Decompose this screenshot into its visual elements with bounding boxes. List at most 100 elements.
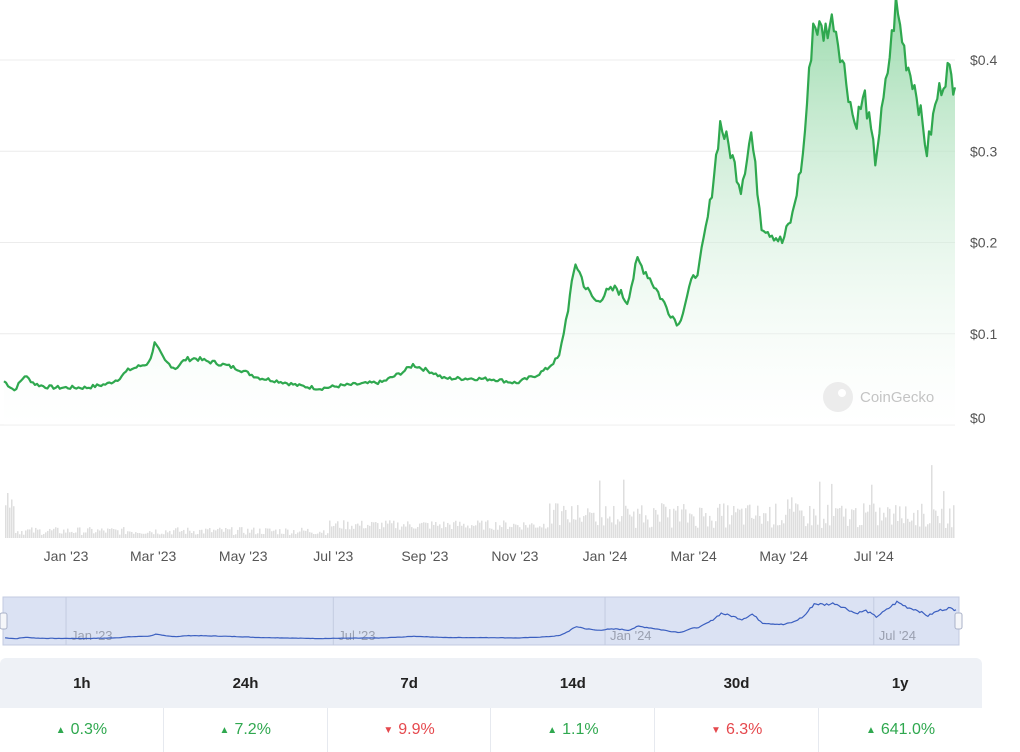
navigator-right-handle[interactable]: [954, 612, 963, 630]
volume-bar: [551, 523, 553, 538]
volume-bar: [153, 534, 155, 538]
volume-bar: [873, 503, 875, 538]
volume-bar: [465, 527, 467, 538]
volume-bar: [931, 465, 933, 538]
volume-bar: [565, 509, 567, 538]
volume-bar: [901, 518, 903, 538]
price-line: [3, 0, 957, 392]
caret-down-icon: ▼: [383, 724, 394, 736]
volume-bar: [627, 508, 629, 538]
x-axis: Jan '23 Mar '23 May '23 Jul '23 Sep '23 Nov '…: [44, 548, 894, 564]
volume-bar: [913, 512, 915, 538]
volume-bar: [389, 520, 391, 538]
volume-bar: [845, 508, 847, 538]
volume-bar: [255, 534, 257, 538]
volume-bar: [927, 524, 929, 538]
volume-bar: [619, 521, 621, 538]
y-tick-label: $0.4: [970, 52, 997, 68]
volume-bar: [857, 527, 859, 538]
volume-bar: [923, 513, 925, 538]
navigator-left-handle[interactable]: [0, 612, 8, 630]
volume-bar: [111, 528, 113, 538]
volume-bar: [771, 527, 773, 538]
volume-bar: [651, 526, 653, 538]
y-tick-label: $0.1: [970, 326, 997, 342]
volume-bar: [329, 520, 331, 538]
volume-bar: [799, 510, 801, 538]
volume-bar: [59, 533, 61, 538]
range-navigator[interactable]: Jan '23 Jul '23 Jan '24 Jul '24: [0, 596, 966, 648]
volume-bar: [223, 531, 225, 538]
volume-bar: [687, 522, 689, 538]
volume-bar: [49, 528, 51, 538]
volume-bar: [107, 528, 109, 538]
volume-bar: [187, 527, 189, 538]
volume-bar: [201, 529, 203, 538]
volume-bar: [327, 533, 329, 538]
volume-bar: [157, 533, 159, 538]
x-tick-label: Mar '24: [670, 548, 716, 564]
volume-bar: [953, 505, 955, 538]
volume-bar: [843, 516, 845, 538]
volume-bar: [907, 518, 909, 538]
volume-bar: [165, 530, 167, 538]
volume-bar: [731, 515, 733, 538]
volume-bar: [67, 528, 69, 538]
volume-bar: [199, 529, 201, 538]
volume-bar: [883, 512, 885, 538]
volume-bar: [841, 505, 843, 538]
volume-bar: [37, 529, 39, 538]
volume-bar: [665, 506, 667, 538]
volume-bar: [113, 529, 115, 538]
volume-bar: [719, 503, 721, 538]
volume-bar: [871, 484, 873, 538]
volume-bar: [401, 526, 403, 538]
volume-bar: [599, 480, 601, 538]
volume-bar: [131, 531, 133, 538]
volume-bar: [577, 505, 579, 538]
y-tick-label: $0.3: [970, 143, 997, 159]
volume-bar: [263, 534, 265, 538]
volume-bar: [775, 503, 777, 538]
volume-bar: [479, 522, 481, 538]
volume-bar: [15, 532, 17, 538]
volume-bar: [235, 534, 237, 538]
price-chart[interactable]: $0 $0.1 $0.2 $0.3 $0.4 Jan '23 Mar '23 May '23…: [0, 0, 1020, 590]
volume-bar: [653, 508, 655, 538]
volume-bar: [877, 525, 879, 538]
volume-bar: [275, 529, 277, 538]
volume-bar: [919, 526, 921, 538]
volume-bar: [585, 515, 587, 538]
volume-bar: [911, 520, 913, 538]
volume-bar: [891, 524, 893, 538]
volume-bar: [581, 521, 583, 538]
volume-bar: [115, 529, 117, 538]
volume-bar: [517, 525, 519, 538]
x-tick-label: Jan '24: [583, 548, 628, 564]
volume-bar: [499, 525, 501, 538]
volume-bar: [915, 525, 917, 538]
volume-bar: [257, 533, 259, 538]
volume-bar: [851, 509, 853, 538]
volume-bar: [403, 524, 405, 538]
volume-bar: [617, 519, 619, 538]
x-tick-label: Nov '23: [491, 548, 538, 564]
volume-bar: [889, 508, 891, 538]
volume-bar: [525, 525, 527, 538]
volume-bar: [523, 522, 525, 538]
volume-bar: [467, 525, 469, 538]
volume-bar: [623, 479, 625, 538]
volume-bar: [669, 509, 671, 538]
volume-bar: [425, 522, 427, 538]
volume-bar: [353, 528, 355, 538]
volume-bar: [917, 510, 919, 538]
navigator-tick-label: Jan '23: [71, 628, 113, 643]
volume-bar: [369, 525, 371, 538]
volume-bar: [605, 506, 607, 538]
volume-bar: [167, 532, 169, 538]
volume-bar: [179, 531, 181, 538]
caret-up-icon: ▲: [55, 724, 66, 736]
volume-bar: [411, 527, 413, 538]
volume-bar: [569, 522, 571, 538]
price-change-1h: ▲ 0.3%: [0, 708, 164, 752]
